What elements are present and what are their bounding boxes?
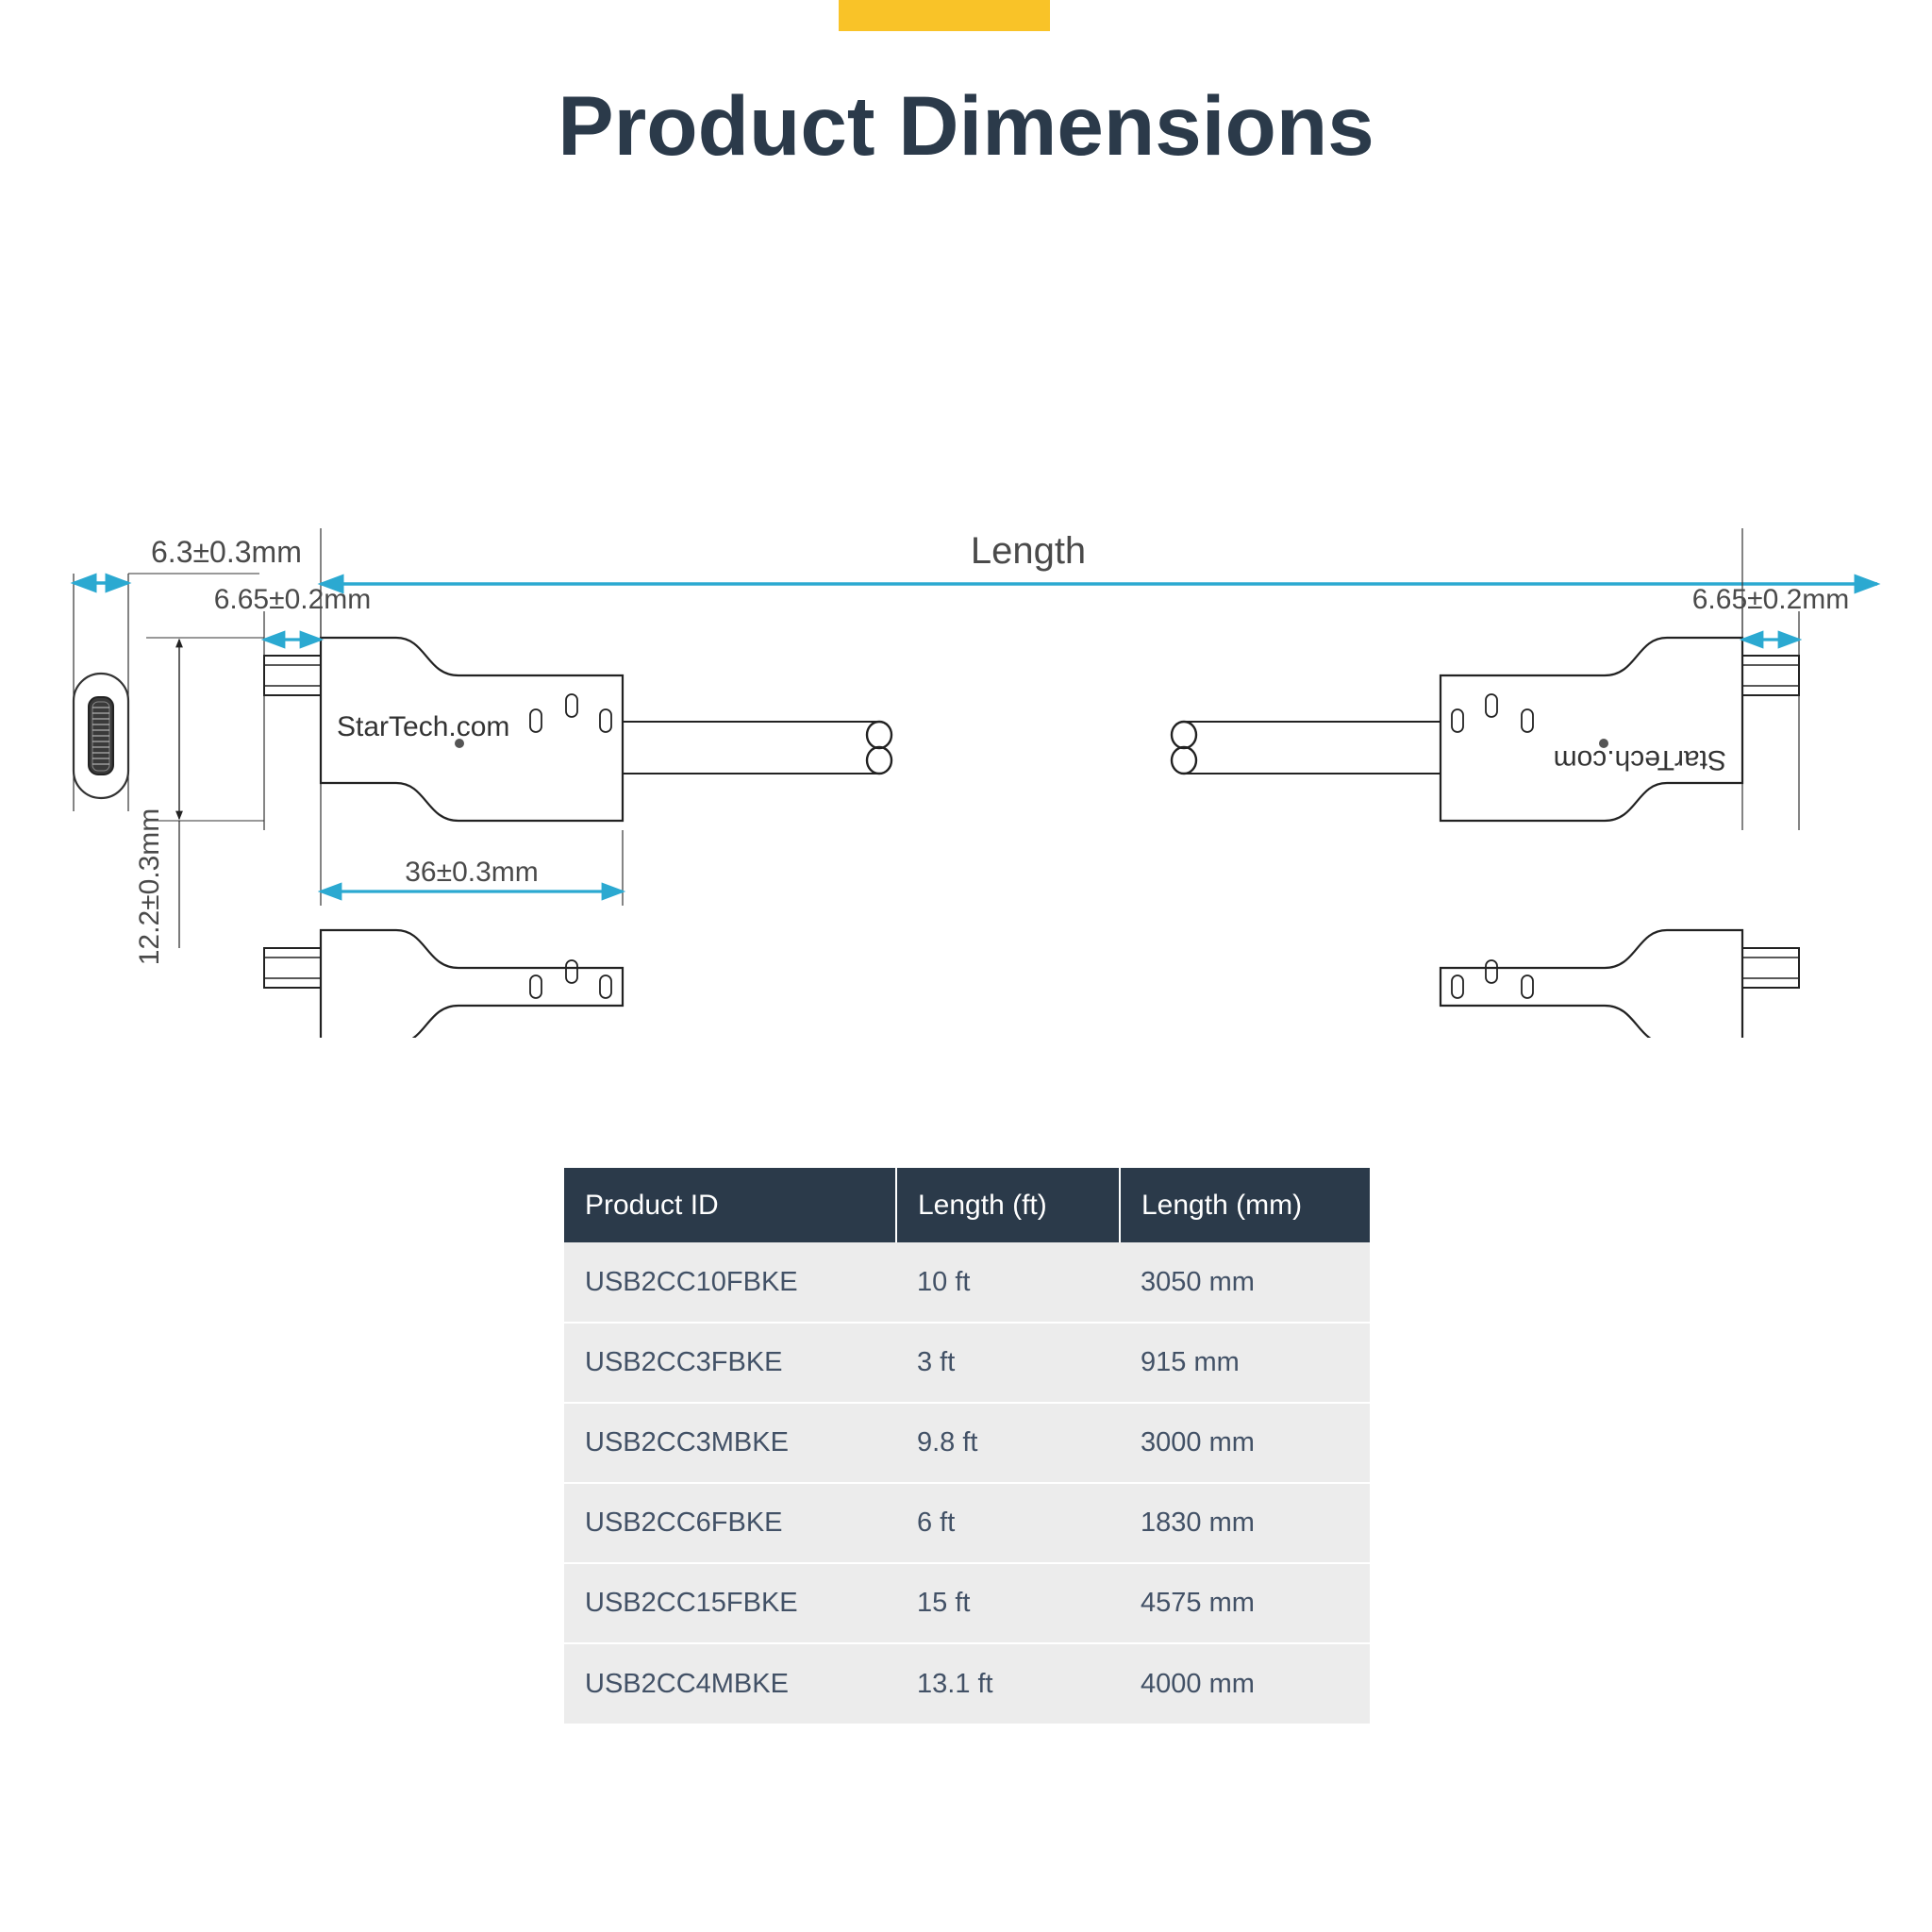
- svg-text:StarTech.com: StarTech.com: [1554, 744, 1726, 775]
- svg-text:6.65±0.2mm: 6.65±0.2mm: [1692, 584, 1850, 615]
- svg-text:StarTech.com: StarTech.com: [337, 711, 509, 742]
- svg-text:6.3±0.3mm: 6.3±0.3mm: [151, 535, 302, 569]
- svg-text:Length: Length: [971, 530, 1086, 572]
- svg-text:6.65±0.2mm: 6.65±0.2mm: [214, 584, 372, 615]
- svg-text:12.2±0.3mm: 12.2±0.3mm: [134, 808, 165, 966]
- svg-text:36±0.3mm: 36±0.3mm: [405, 857, 539, 888]
